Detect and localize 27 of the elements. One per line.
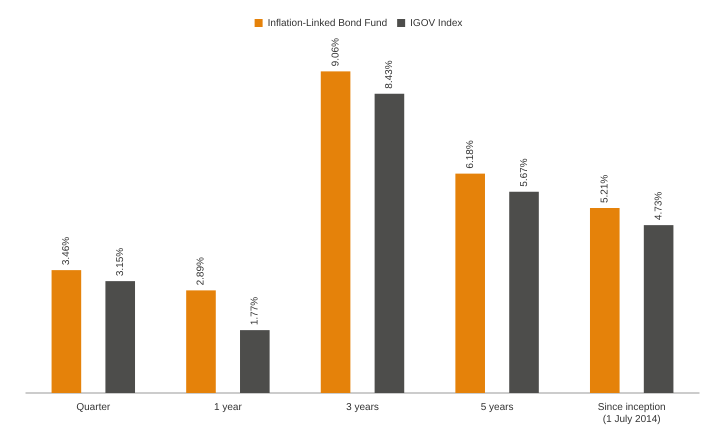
legend-label: Inflation-Linked Bond Fund: [268, 18, 388, 29]
data-label: 3.46%: [61, 236, 72, 266]
bar: [186, 290, 216, 393]
legend-label: IGOV Index: [410, 18, 462, 29]
bar: [374, 94, 404, 393]
x-tick-label: 5 years: [480, 402, 514, 413]
data-label: 5.67%: [518, 158, 530, 187]
bar: [644, 225, 674, 393]
data-label: 1.77%: [250, 296, 261, 326]
data-label: 5.21%: [600, 174, 611, 204]
x-tick-label: Quarter: [76, 402, 111, 413]
bar: [105, 281, 136, 393]
x-tick-label: 3 years: [346, 402, 379, 413]
data-label: 2.89%: [196, 256, 207, 286]
bar: [320, 71, 350, 393]
bar: [590, 208, 620, 393]
data-label: 9.06%: [330, 38, 342, 66]
data-label: 6.18%: [464, 140, 476, 169]
x-tick-label: 1 year: [214, 402, 242, 413]
bar: [455, 174, 485, 393]
bar: [240, 330, 270, 393]
x-tick-label: Since inception (1 July 2014): [598, 402, 666, 425]
bar: [52, 270, 82, 393]
bar: [509, 192, 539, 393]
data-label: 8.43%: [384, 60, 396, 89]
data-label: 4.73%: [653, 192, 664, 220]
data-label: 3.15%: [114, 248, 126, 276]
